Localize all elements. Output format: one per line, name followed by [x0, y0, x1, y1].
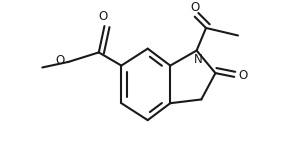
Text: O: O — [190, 1, 199, 14]
Text: O: O — [99, 10, 108, 23]
Text: N: N — [194, 53, 203, 66]
Text: O: O — [56, 54, 65, 67]
Text: O: O — [238, 69, 247, 82]
